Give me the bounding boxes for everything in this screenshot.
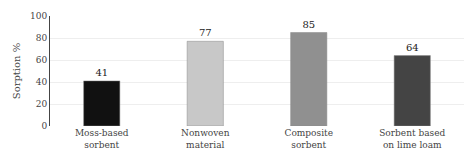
svg-text:80: 80 — [36, 33, 48, 43]
svg-text:64: 64 — [406, 42, 419, 53]
svg-text:0: 0 — [41, 121, 47, 131]
svg-text:20: 20 — [36, 99, 48, 109]
svg-text:Sorbent basedon lime loam: Sorbent basedon lime loam — [379, 128, 445, 150]
svg-text:100: 100 — [30, 11, 47, 21]
svg-text:77: 77 — [199, 27, 212, 38]
svg-text:Moss-basedsorbent: Moss-basedsorbent — [75, 128, 129, 150]
svg-text:60: 60 — [36, 55, 48, 65]
svg-text:85: 85 — [302, 19, 315, 30]
svg-text:Nonwovenmaterial: Nonwovenmaterial — [181, 128, 230, 150]
svg-text:41: 41 — [95, 67, 108, 78]
svg-text:Sorption %: Sorption % — [11, 43, 22, 99]
svg-text:40: 40 — [36, 77, 48, 87]
svg-text:Compositesorbent: Compositesorbent — [285, 128, 333, 150]
